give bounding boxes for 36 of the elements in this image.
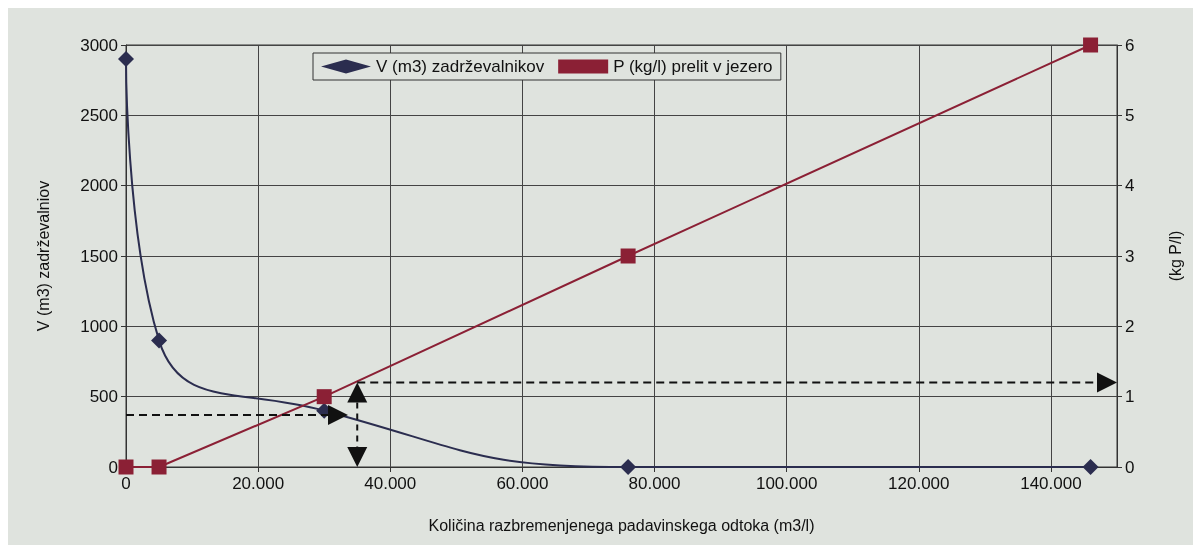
y2-tick-label: 5: [1125, 105, 1135, 125]
point: [118, 459, 134, 475]
x-tick-label: 60.000: [496, 474, 549, 493]
y-tick-label: 500: [89, 387, 118, 407]
point: [620, 459, 637, 475]
point: [151, 459, 167, 475]
x-tick-label: 140.000: [1020, 474, 1082, 493]
point: [1082, 459, 1099, 475]
y2-axis-title: (kg P/l): [1166, 230, 1184, 282]
y-tick-label: 0: [108, 457, 118, 477]
y2-tick-label: 1: [1125, 387, 1135, 407]
point: [1083, 37, 1099, 53]
y-tick-label: 1000: [80, 316, 118, 336]
y2-tick-label: 3: [1125, 246, 1135, 266]
point: [620, 248, 636, 264]
y-tick-label: 2500: [80, 105, 118, 125]
y-tick-label: 1500: [80, 246, 118, 266]
x-tick-label: 100.000: [755, 474, 818, 493]
y-tick-label: 3000: [80, 35, 118, 55]
x-tick-label: 0: [121, 474, 131, 493]
legend-label: P (kg/l) prelit v jezero: [613, 57, 773, 76]
point: [151, 332, 168, 349]
point: [316, 389, 332, 405]
y2-tick-label: 6: [1125, 35, 1135, 55]
legend-label: V (m3) zadrževalnikov: [376, 57, 545, 76]
y2-tick-label: 4: [1125, 176, 1135, 196]
x-tick-label: 80.000: [628, 474, 681, 493]
y-tick-label: 2000: [80, 176, 118, 196]
x-axis-title: Količina razbremenjenega padavinskega odtoka (m3/l): [428, 516, 815, 534]
y2-tick-label: 0: [1125, 457, 1135, 477]
point: [118, 51, 134, 68]
x-tick-label: 120.000: [888, 474, 950, 493]
y2-tick-label: 2: [1125, 316, 1135, 336]
x-tick-label: 20.000: [232, 474, 285, 493]
x-tick-label: 40.000: [364, 474, 417, 493]
y-axis-title: V (m3) zadrževalniov: [34, 180, 52, 332]
